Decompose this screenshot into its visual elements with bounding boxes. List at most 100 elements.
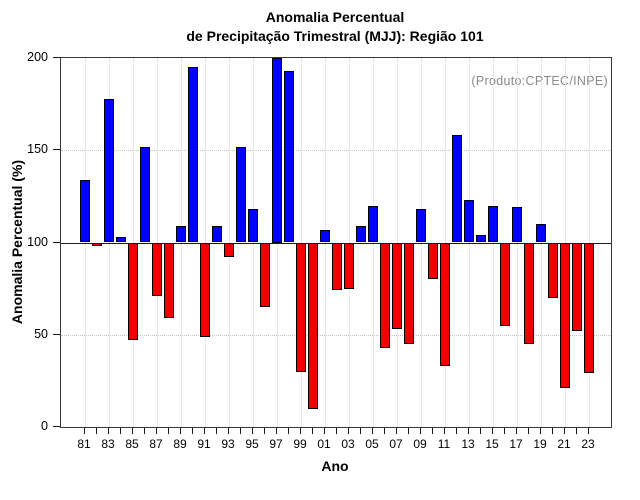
x-tick-mark — [588, 428, 589, 434]
y-tick-mark — [53, 149, 60, 151]
x-tick-label: 19 — [533, 437, 547, 451]
x-tick-label: 09 — [413, 437, 427, 451]
bar-22 — [572, 242, 582, 332]
y-tick-label: 150 — [27, 142, 48, 157]
bar-01 — [320, 229, 330, 243]
x-tick-label: 89 — [173, 437, 187, 451]
bar-89 — [176, 225, 186, 243]
horizontal-gridline — [61, 150, 611, 152]
x-tick-mark — [324, 428, 325, 434]
bar-87 — [152, 242, 162, 296]
x-tick-mark — [396, 428, 397, 434]
bar-17 — [512, 207, 522, 243]
x-tick-label: 87 — [149, 437, 163, 451]
bar-85 — [128, 242, 138, 341]
y-tick-mark — [53, 333, 60, 335]
x-tick-mark — [108, 428, 109, 434]
x-tick-mark — [264, 428, 265, 434]
bar-98 — [284, 70, 294, 243]
x-tick-label: 07 — [389, 437, 403, 451]
x-tick-mark — [180, 428, 181, 434]
bar-12 — [452, 135, 462, 243]
x-tick-mark — [84, 428, 85, 434]
x-tick-label: 03 — [341, 437, 355, 451]
x-tick-label: 91 — [197, 437, 211, 451]
y-tick-label: 100 — [27, 234, 48, 249]
source-annotation: (Produto:CPTEC/INPE) — [471, 74, 608, 88]
x-tick-mark — [288, 428, 289, 434]
x-tick-label: 05 — [365, 437, 379, 451]
plot-area: (Produto:CPTEC/INPE) — [60, 57, 612, 428]
x-tick-label: 99 — [293, 437, 307, 451]
x-tick-label: 83 — [101, 437, 115, 451]
bar-94 — [236, 146, 246, 243]
x-tick-mark — [552, 428, 553, 434]
bar-88 — [164, 242, 174, 319]
x-tick-mark — [144, 428, 145, 434]
x-tick-label: 97 — [269, 437, 283, 451]
y-tick-mark — [53, 426, 60, 427]
x-tick-mark — [240, 428, 241, 434]
x-tick-label: 17 — [509, 437, 523, 451]
x-tick-label: 11 — [437, 437, 451, 451]
x-tick-mark — [120, 428, 121, 434]
x-tick-mark — [564, 428, 565, 434]
bar-14 — [476, 235, 486, 243]
x-tick-mark — [276, 428, 277, 434]
x-tick-mark — [168, 428, 169, 434]
x-tick-mark — [96, 428, 97, 434]
bar-99 — [296, 242, 306, 372]
bar-90 — [188, 67, 198, 243]
x-tick-mark — [348, 428, 349, 434]
baseline-100 — [61, 242, 611, 244]
bar-95 — [248, 209, 258, 243]
x-tick-mark — [204, 428, 205, 434]
bar-97 — [272, 58, 282, 243]
x-tick-label: 95 — [245, 437, 259, 451]
bar-03 — [344, 242, 354, 289]
x-tick-mark — [360, 428, 361, 434]
y-tick-mark — [53, 57, 60, 58]
x-tick-mark — [384, 428, 385, 434]
x-tick-mark — [432, 428, 433, 434]
x-tick-mark — [456, 428, 457, 434]
x-tick-mark — [228, 428, 229, 434]
bar-04 — [356, 225, 366, 243]
bar-05 — [368, 205, 378, 243]
x-tick-mark — [156, 428, 157, 434]
y-tick-label: 50 — [34, 326, 48, 341]
bar-21 — [560, 242, 570, 389]
x-tick-label: 85 — [125, 437, 139, 451]
x-tick-label: 93 — [221, 437, 235, 451]
x-tick-label: 15 — [485, 437, 499, 451]
x-tick-label: 21 — [557, 437, 571, 451]
x-tick-label: 01 — [317, 437, 331, 451]
x-tick-label: 23 — [581, 437, 595, 451]
bar-81 — [80, 179, 90, 243]
x-tick-mark — [372, 428, 373, 434]
x-tick-mark — [468, 428, 469, 434]
bar-19 — [536, 224, 546, 243]
chart-title-line1: Anomalia Percentual — [265, 9, 405, 25]
x-tick-mark — [492, 428, 493, 434]
y-tick-mark — [53, 241, 60, 243]
x-tick-mark — [336, 428, 337, 434]
bar-18 — [524, 242, 534, 344]
horizontal-gridline — [61, 334, 611, 336]
bar-06 — [380, 242, 390, 348]
bar-23 — [584, 242, 594, 374]
bar-15 — [488, 205, 498, 243]
x-tick-mark — [132, 428, 133, 434]
x-tick-mark — [540, 428, 541, 434]
x-axis-title: Ano — [321, 458, 349, 474]
chart-title: Anomalia Percentual de Precipitação Trim… — [60, 8, 610, 46]
bar-84 — [116, 236, 126, 243]
x-tick-mark — [408, 428, 409, 434]
x-tick-mark — [444, 428, 445, 434]
x-tick-mark — [420, 428, 421, 434]
x-tick-mark — [480, 428, 481, 434]
x-tick-mark — [516, 428, 517, 434]
x-tick-mark — [216, 428, 217, 434]
x-tick-mark — [312, 428, 313, 434]
